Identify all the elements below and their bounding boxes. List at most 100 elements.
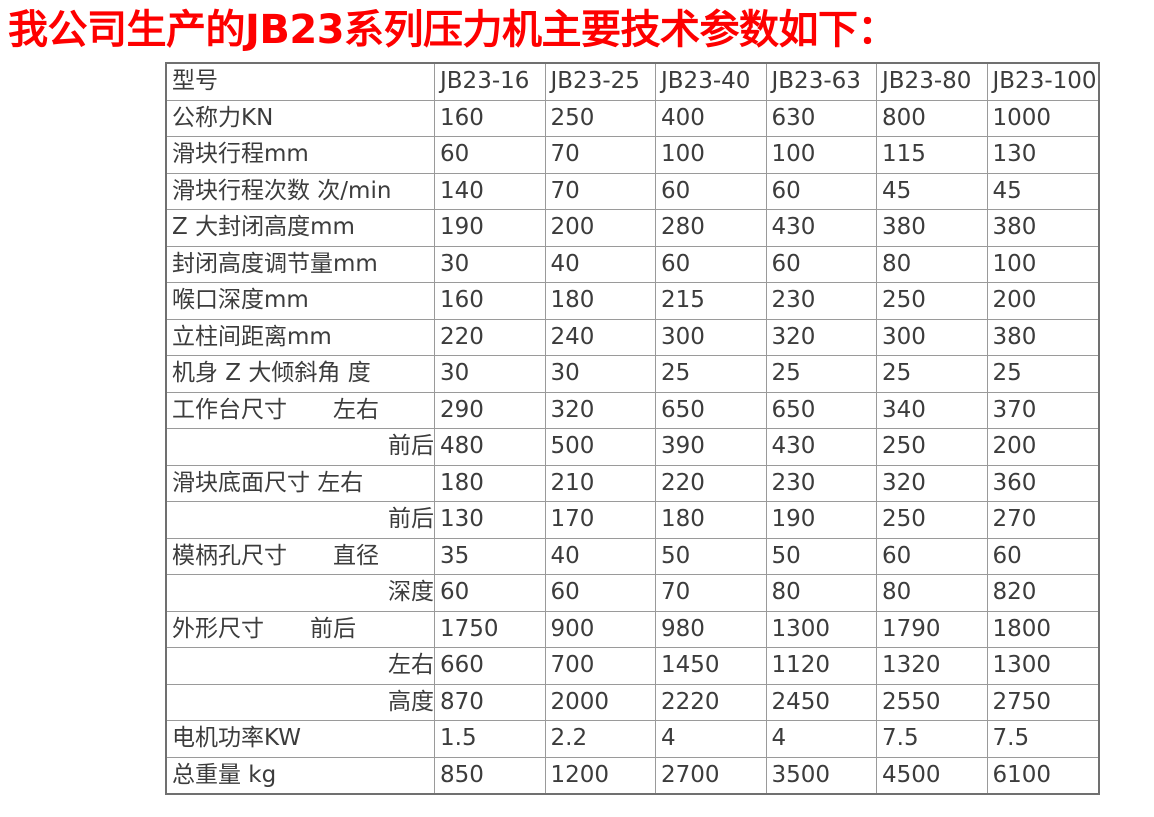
row-value: 320: [545, 392, 656, 429]
row-value: 1800: [987, 612, 1098, 648]
row-value: 240: [545, 319, 656, 356]
row-value: 2220: [656, 684, 767, 721]
row-value: 4: [656, 721, 767, 758]
header-cell-model: JB23-80: [877, 64, 988, 101]
row-value: 290: [435, 392, 546, 429]
row-value: 180: [545, 283, 656, 320]
table-row: 滑块行程次数 次/min 140 70 60 60 45 45: [167, 173, 1098, 210]
row-value: 820: [987, 575, 1098, 612]
row-label: 总重量 kg: [167, 757, 435, 793]
row-value: 380: [987, 210, 1098, 247]
row-value: 390: [656, 429, 767, 466]
row-value: 215: [656, 283, 767, 320]
row-value: 40: [545, 538, 656, 575]
row-value: 300: [656, 319, 767, 356]
row-value: 80: [877, 575, 988, 612]
row-label: 前后: [167, 502, 435, 539]
row-value: 200: [987, 283, 1098, 320]
row-value: 180: [656, 502, 767, 539]
row-value: 50: [766, 538, 877, 575]
row-value: 1200: [546, 757, 656, 793]
row-label: 机身 Z 大倾斜角 度: [167, 356, 435, 393]
table-row: 深度 60 60 70 80 80 820: [167, 575, 1098, 612]
row-value: 70: [656, 575, 767, 612]
row-value: 2450: [766, 684, 877, 721]
row-value: 190: [435, 210, 546, 247]
row-value: 1450: [656, 648, 767, 685]
row-value: 60: [435, 575, 546, 612]
row-value: 210: [545, 465, 656, 502]
row-label: 模柄孔尺寸 直径: [167, 538, 435, 575]
row-value: 115: [877, 137, 988, 174]
row-value: 320: [766, 319, 877, 356]
row-value: 60: [435, 137, 546, 174]
row-value: 220: [435, 319, 546, 356]
row-value: 70: [545, 173, 656, 210]
header-cell-label: 型号: [167, 64, 435, 101]
row-value: 25: [877, 356, 988, 393]
row-value: 100: [987, 247, 1098, 283]
row-value: 4: [766, 721, 877, 758]
row-value: 4500: [877, 757, 988, 793]
row-value: 500: [545, 429, 656, 466]
row-value: 800: [877, 100, 988, 137]
row-value: 2000: [545, 684, 656, 721]
row-label: 深度: [167, 575, 435, 612]
row-value: 50: [656, 538, 767, 575]
page-title: 我公司生产的JB23系列压力机主要技术参数如下：: [8, 7, 898, 53]
row-value: 1750: [435, 611, 546, 648]
row-value: 2750: [987, 685, 1098, 721]
row-value: 3500: [767, 757, 877, 793]
row-value: 25: [656, 356, 767, 393]
row-label: 立柱间距离mm: [167, 319, 435, 356]
row-value: 60: [545, 575, 656, 612]
row-value: 60: [877, 538, 988, 575]
row-value: 100: [766, 137, 877, 174]
row-label: 滑块底面尺寸 左右: [167, 465, 435, 502]
table-row: Z 大封闭高度mm 190 200 280 430 380 380: [167, 210, 1098, 247]
table-row: 电机功率KW 1.5 2.2 4 4 7.5 7.5: [167, 721, 1098, 758]
row-value: 300: [877, 319, 988, 356]
row-label: 封闭高度调节量mm: [167, 246, 435, 283]
table-row: 公称力KN 160 250 400 630 800 1000: [167, 100, 1098, 137]
row-value: 230: [766, 465, 877, 502]
row-value: 650: [656, 392, 767, 429]
row-value: 250: [877, 283, 988, 320]
row-value: 190: [766, 502, 877, 539]
row-value: 80: [766, 575, 877, 612]
header-cell-model: JB23-16: [435, 64, 546, 101]
specification-table-container: 型号 JB23-16 JB23-25 JB23-40 JB23-63 JB23-80 JB2…: [165, 62, 1100, 795]
row-value: 650: [766, 392, 877, 429]
row-value: 80: [877, 246, 988, 283]
table-row: 喉口深度mm 160 180 215 230 250 200: [167, 283, 1098, 320]
row-label: 公称力KN: [167, 100, 435, 137]
row-label: 滑块行程mm: [167, 137, 435, 174]
table-row: 左右 660 700 1450 1120 1320 1300: [167, 648, 1098, 685]
row-value: 40: [545, 246, 656, 283]
table-row: 前后 480 500 390 430 250 200: [167, 429, 1098, 466]
row-value: 250: [545, 100, 656, 137]
row-value: 1.5: [435, 721, 546, 758]
row-value: 700: [545, 648, 656, 685]
table-row: 滑块底面尺寸 左右 180 210 220 230 320 360: [167, 465, 1098, 502]
header-cell-model: JB23-63: [766, 64, 877, 101]
row-value: 70: [545, 137, 656, 174]
row-value: 35: [435, 538, 546, 575]
row-value: 100: [656, 137, 767, 174]
row-value: 400: [656, 100, 767, 137]
table-row: 外形尺寸 前后 1750 900 980 1300 1790 1800: [167, 611, 1098, 648]
table-row: 工作台尺寸 左右 290 320 650 650 340 370: [167, 392, 1098, 429]
row-value: 45: [987, 174, 1098, 210]
row-value: 130: [435, 502, 546, 539]
header-cell-model: JB23-25: [545, 64, 656, 101]
row-label: 左右: [167, 648, 435, 685]
row-value: 850: [435, 757, 546, 793]
row-value: 7.5: [987, 721, 1098, 758]
row-label: 滑块行程次数 次/min: [167, 173, 435, 210]
table-row: 立柱间距离mm 220 240 300 320 300 380: [167, 319, 1098, 356]
row-value: 1790: [877, 611, 988, 648]
row-value: 6100: [992, 761, 1052, 788]
row-value: 480: [435, 429, 546, 466]
row-value: 980: [656, 611, 767, 648]
